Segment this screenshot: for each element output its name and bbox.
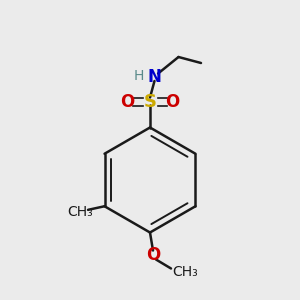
Text: CH₃: CH₃	[172, 265, 198, 278]
Text: O: O	[165, 93, 180, 111]
Text: N: N	[148, 68, 161, 85]
Text: S: S	[143, 93, 157, 111]
Text: O: O	[120, 93, 135, 111]
Text: H: H	[134, 69, 144, 82]
Text: O: O	[146, 246, 160, 264]
Text: CH₃: CH₃	[68, 205, 93, 219]
